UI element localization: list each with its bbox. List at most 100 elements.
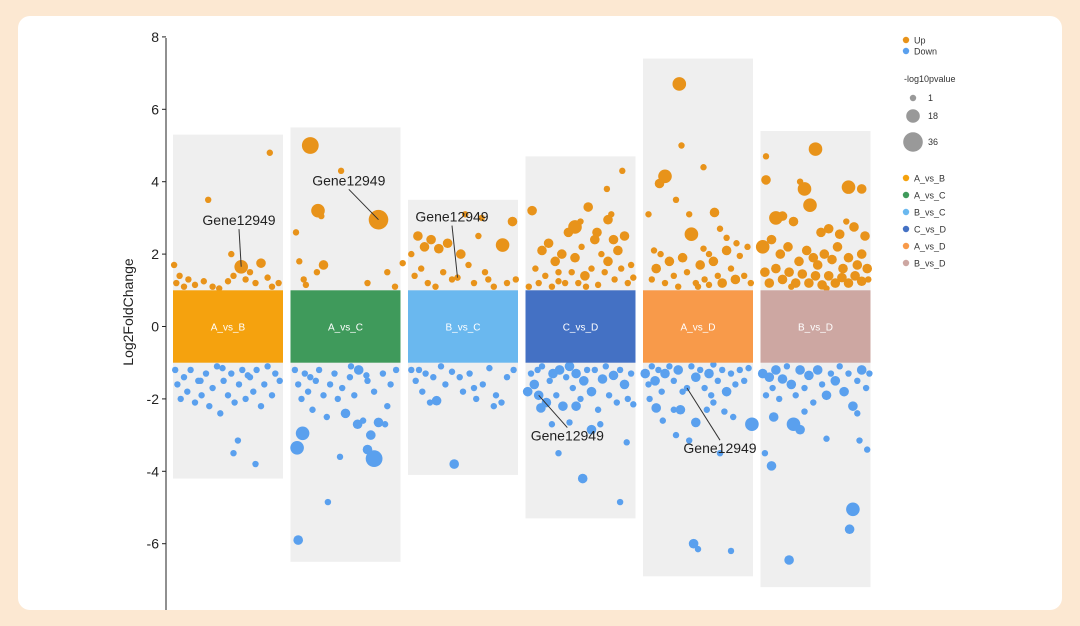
up-point [561, 279, 569, 287]
up-point [645, 211, 652, 218]
up-point [456, 249, 466, 259]
up-point [744, 243, 751, 251]
down-point [295, 381, 302, 388]
up-point [771, 263, 781, 274]
down-point [198, 392, 205, 399]
up-point [709, 207, 720, 218]
up-point [228, 250, 235, 258]
down-point [679, 388, 686, 395]
up-point [302, 281, 310, 289]
down-point [804, 370, 814, 381]
down-point [555, 450, 562, 457]
up-point [730, 274, 741, 285]
down-point [566, 419, 573, 426]
down-point [564, 361, 575, 372]
down-point [490, 402, 497, 410]
up-point [686, 211, 693, 218]
up-point [624, 279, 631, 287]
up-point [761, 175, 771, 185]
up-point [200, 278, 207, 285]
up-point [794, 256, 804, 267]
up-point [230, 272, 237, 280]
down-point [554, 365, 565, 375]
annotation-label: Gene12949 [683, 440, 756, 456]
up-point [603, 185, 611, 193]
up-point [837, 272, 847, 283]
down-point [498, 399, 505, 406]
up-point [843, 278, 854, 288]
up-point [717, 278, 727, 288]
down-point [823, 435, 830, 442]
up-point [525, 283, 532, 290]
up-point [611, 276, 618, 283]
group-band-label: B_vs_D [798, 323, 833, 334]
up-point [224, 278, 232, 285]
down-point [821, 390, 832, 401]
down-point [697, 366, 704, 374]
down-point [309, 406, 316, 413]
down-point [673, 365, 683, 375]
down-point [736, 366, 743, 374]
y-axis: 8 6 4 2 0 -2 -4 -6 Log2FoldChange [120, 29, 167, 610]
down-point [473, 395, 480, 403]
down-point [437, 363, 445, 370]
down-point [624, 395, 631, 403]
down-point [419, 388, 426, 395]
up-point [411, 272, 418, 280]
up-point [176, 272, 183, 280]
down-point [827, 370, 835, 377]
up-point [170, 261, 178, 269]
up-point [475, 232, 482, 240]
down-point [670, 406, 677, 413]
down-point [727, 547, 735, 555]
down-point [177, 395, 184, 403]
down-point [658, 388, 665, 395]
down-point [301, 370, 308, 377]
down-point [448, 368, 456, 375]
annotation-leader-line [451, 225, 458, 278]
up-point [256, 258, 266, 268]
legend-size-label: 1 [928, 93, 933, 103]
down-point [569, 384, 576, 392]
up-point [832, 242, 843, 252]
up-point [830, 278, 841, 288]
annotation-layer: Gene12949 Gene12949 Gene12949 Gene12949 Gene… [202, 172, 756, 456]
up-point [797, 269, 808, 279]
down-point [563, 373, 570, 381]
up-point [384, 269, 391, 276]
down-point [848, 401, 858, 411]
up-point [784, 267, 794, 277]
up-point [804, 278, 814, 288]
up-point [580, 271, 590, 281]
down-point [459, 388, 467, 395]
down-point [704, 368, 714, 379]
down-point [795, 365, 805, 375]
down-point [239, 366, 246, 374]
up-point [664, 256, 675, 267]
up-point [627, 261, 635, 269]
legend-size-circle [906, 109, 920, 123]
down-point [583, 366, 591, 374]
down-point [670, 377, 677, 384]
down-point [675, 404, 686, 415]
down-point [412, 377, 419, 384]
down-point [228, 370, 235, 377]
down-point [392, 366, 400, 374]
down-point [466, 370, 473, 377]
down-point [854, 410, 861, 417]
up-point [762, 153, 770, 160]
up-point [527, 205, 537, 216]
up-point [701, 276, 708, 283]
down-point [686, 437, 693, 444]
down-point [597, 374, 608, 384]
up-point [705, 250, 713, 258]
down-point [430, 373, 437, 381]
up-point [542, 272, 549, 280]
up-point [733, 240, 740, 247]
y-tick-label: 4 [151, 174, 159, 190]
down-point [323, 413, 330, 421]
legend-size-title: -log10pvalue [904, 74, 956, 84]
down-point [346, 373, 354, 381]
down-point [230, 450, 237, 457]
down-point [646, 395, 653, 403]
